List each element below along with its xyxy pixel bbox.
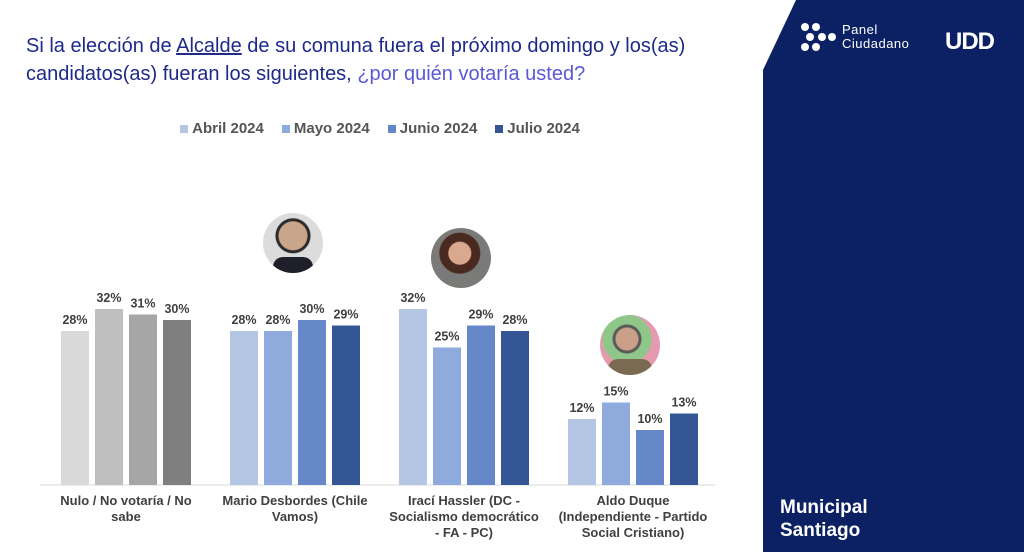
bar — [95, 309, 123, 485]
bar — [467, 325, 495, 485]
chart-title: Si la elección de Alcalde de su comuna f… — [26, 35, 686, 85]
udd-logo: UDD — [945, 28, 995, 55]
legend: Abril 2024 Mayo 2024 Junio 2024 Julio 2024 — [0, 120, 760, 137]
logo-text-panel: Panel — [842, 22, 878, 37]
bar — [636, 430, 664, 485]
legend-item: Abril 2024 — [180, 120, 264, 137]
category-label: - FA - PC) — [435, 525, 493, 540]
legend-label: Abril 2024 — [192, 120, 264, 137]
data-label: 10% — [637, 412, 662, 426]
data-label: 31% — [130, 297, 155, 311]
bar — [332, 325, 360, 485]
bar — [399, 309, 427, 485]
panel-ciudadano-logo: Panel Ciudadano — [800, 22, 909, 52]
category-label: Nulo / No votaría / No — [60, 493, 192, 508]
data-label: 28% — [265, 313, 290, 327]
title-keyword: Alcalde — [176, 35, 242, 57]
section-label: Municipal Santiago — [780, 496, 868, 542]
data-label: 25% — [434, 330, 459, 344]
bar — [670, 413, 698, 485]
legend-label: Mayo 2024 — [293, 120, 370, 137]
legend-label: Junio 2024 — [399, 120, 478, 137]
legend-swatch — [180, 124, 189, 133]
data-label: 15% — [603, 385, 628, 399]
data-label: 32% — [400, 291, 425, 305]
bar — [61, 331, 89, 485]
bar — [264, 331, 292, 485]
section-label-line2: Santiago — [780, 520, 861, 541]
data-label: 29% — [333, 308, 358, 322]
legend-swatch — [281, 124, 290, 133]
data-label: 32% — [96, 291, 121, 305]
category-label: Irací Hassler (DC - — [408, 493, 520, 508]
category-label: Socialismo democrático — [389, 509, 539, 524]
legend-item: Junio 2024 — [387, 120, 478, 137]
legend-label: Julio 2024 — [507, 120, 580, 137]
data-label: 30% — [164, 302, 189, 316]
category-label: Aldo Duque — [597, 493, 670, 508]
title-question: ¿por quién votaría usted? — [357, 63, 586, 85]
data-label: 13% — [671, 396, 696, 410]
category-label: Social Cristiano) — [582, 525, 685, 540]
category-label: sabe — [111, 509, 141, 524]
legend-swatch — [387, 124, 396, 133]
logo-text-ciudadano: Ciudadano — [842, 36, 910, 51]
bar — [163, 320, 191, 485]
category-label: Mario Desbordes (Chile — [222, 493, 367, 508]
dots-logo-icon — [801, 23, 836, 51]
bar — [433, 347, 461, 485]
bar — [298, 320, 326, 485]
legend-item: Mayo 2024 — [281, 120, 370, 137]
data-label: 28% — [502, 313, 527, 327]
data-label: 12% — [569, 401, 594, 415]
avatar-mario-desbordes — [263, 213, 323, 273]
avatar-iraci-hassler — [431, 228, 491, 288]
data-label: 28% — [231, 313, 256, 327]
bar — [129, 314, 157, 485]
legend-swatch — [495, 124, 504, 133]
data-label: 29% — [468, 308, 493, 322]
data-label: 28% — [62, 313, 87, 327]
avatar-aldo-duque — [600, 315, 660, 375]
bar — [568, 419, 596, 485]
bar — [501, 331, 529, 485]
category-label: Vamos) — [272, 509, 318, 524]
legend-item: Julio 2024 — [495, 120, 580, 137]
data-label: 30% — [299, 302, 324, 316]
bar — [230, 331, 258, 485]
category-label: (Independiente - Partido — [559, 509, 708, 524]
section-label-line1: Municipal — [780, 497, 868, 518]
bar — [602, 402, 630, 485]
